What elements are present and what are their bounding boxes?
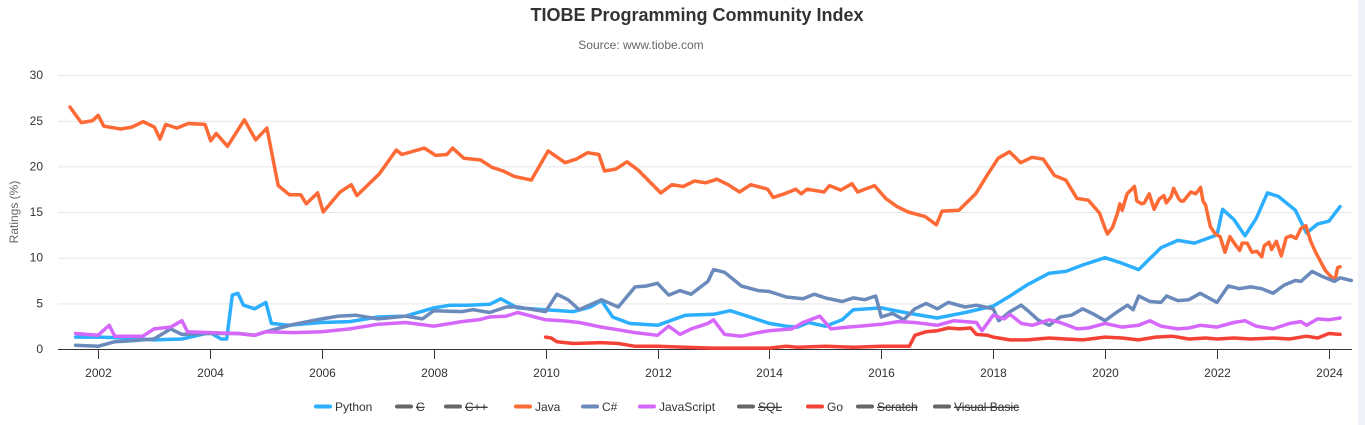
legend-item-scratch[interactable]: Scratch (856, 400, 918, 414)
x-tick-label: 2010 (533, 366, 560, 380)
legend-item-c-[interactable]: C# (581, 400, 618, 414)
legend-label: SQL (758, 400, 782, 414)
legend-item-sql[interactable]: SQL (737, 400, 782, 414)
legend-label: C++ (465, 400, 488, 414)
chart-title: TIOBE Programming Community Index (530, 5, 863, 25)
legend-label: Python (335, 400, 372, 414)
x-tick-label: 2024 (1316, 366, 1343, 380)
x-tick-label: 2018 (980, 366, 1007, 380)
x-tick-label: 2006 (309, 366, 336, 380)
x-tick-label: 2022 (1204, 366, 1231, 380)
legend-item-python[interactable]: Python (314, 400, 372, 414)
legend-label: Java (535, 400, 561, 414)
series-line-javascript[interactable] (73, 310, 1342, 338)
x-tick-label: 2016 (868, 366, 895, 380)
x-tick-label: 2020 (1092, 366, 1119, 380)
legend-label: C (416, 400, 425, 414)
y-tick-label: 15 (30, 205, 44, 219)
y-tick-label: 25 (30, 114, 44, 128)
y-tick-label: 0 (36, 342, 43, 356)
series-line-java[interactable] (68, 105, 1342, 282)
legend-label: Go (827, 400, 843, 414)
legend-item-c[interactable]: C (395, 400, 425, 414)
legend-item-java[interactable]: Java (514, 400, 561, 414)
scrollbar-track[interactable] (1358, 0, 1365, 425)
x-tick-label: 2008 (421, 366, 448, 380)
x-tick-label: 2014 (756, 366, 783, 380)
series-group (68, 105, 1354, 350)
x-ticks: 2002 2004 2006 2008 2010 2012 2014 2016 2018 2020… (85, 349, 1343, 380)
legend-item-visual-basic[interactable]: Visual Basic (933, 400, 1019, 414)
x-tick-label: 2004 (197, 366, 224, 380)
series-line-c-[interactable] (73, 267, 1354, 349)
y-tick-label: 20 (30, 159, 44, 173)
y-axis-title: Ratings (%) (7, 181, 21, 244)
series-line-python[interactable] (73, 191, 1342, 342)
legend-label: Scratch (877, 400, 918, 414)
legend-label: Visual Basic (954, 400, 1019, 414)
y-gridlines (58, 75, 1352, 305)
legend: Python C C++ Java C# JavaScript SQL Go Scratch Vi… (314, 400, 1019, 414)
series-line-go[interactable] (543, 326, 1342, 350)
y-tick-label: 30 (30, 68, 44, 82)
y-tick-label: 10 (30, 251, 44, 265)
legend-label: C# (602, 400, 618, 414)
x-tick-label: 2012 (645, 366, 672, 380)
legend-item-javascript[interactable]: JavaScript (638, 400, 716, 414)
y-tick-label: 5 (36, 296, 43, 310)
legend-item-c-[interactable]: C++ (444, 400, 488, 414)
legend-item-go[interactable]: Go (806, 400, 843, 414)
chart-subtitle: Source: www.tiobe.com (578, 38, 703, 52)
x-tick-label: 2002 (85, 366, 112, 380)
y-tick-labels: 0 5 10 15 20 25 30 (30, 68, 44, 356)
legend-label: JavaScript (659, 400, 716, 414)
